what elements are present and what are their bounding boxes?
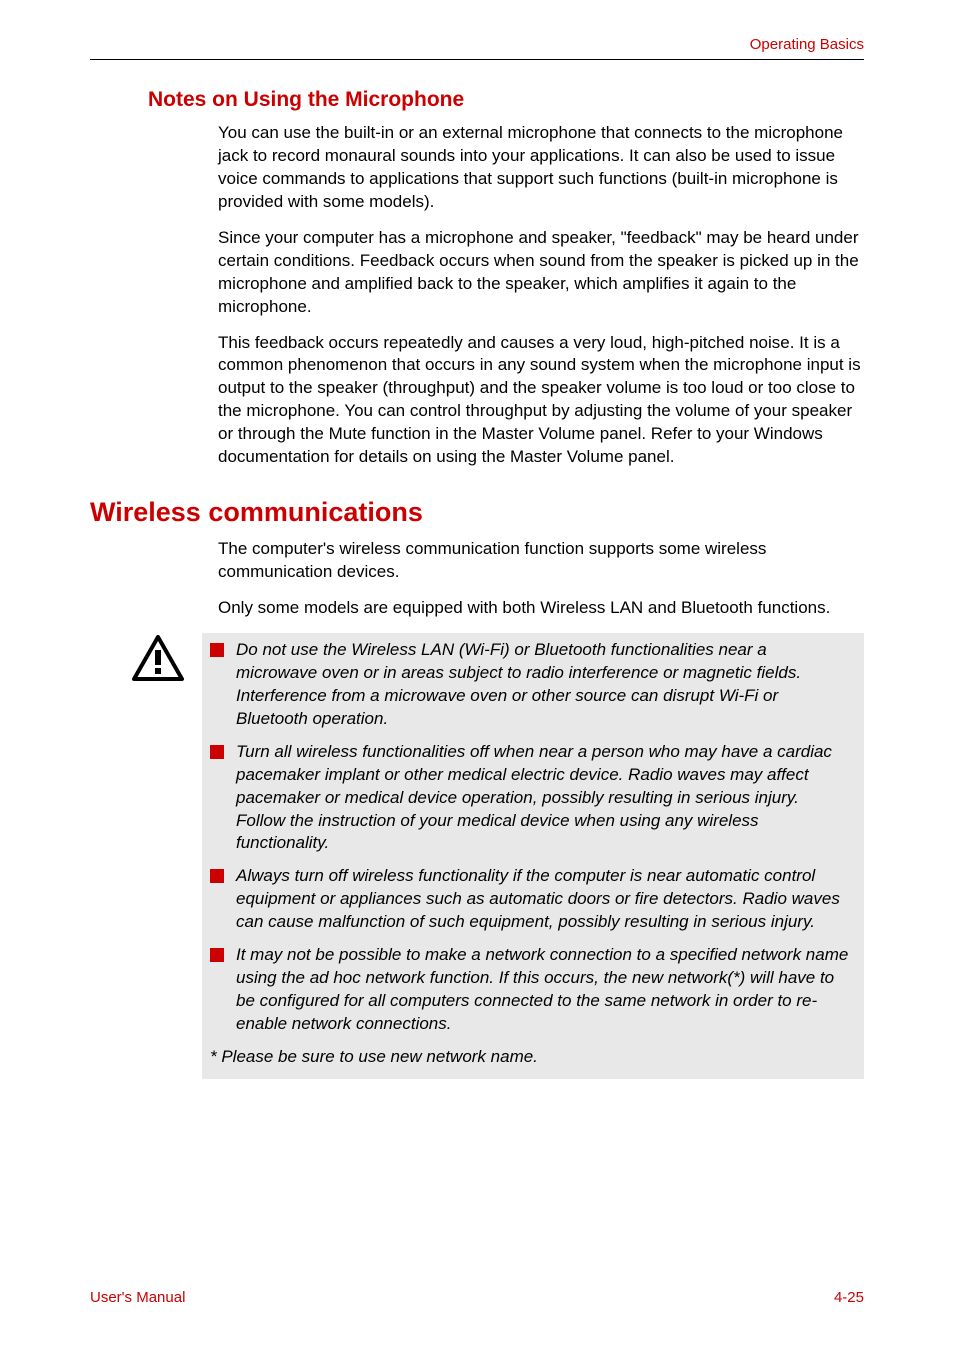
bullet-icon bbox=[210, 865, 228, 934]
warning-bullet: Turn all wireless functionalities off wh… bbox=[210, 741, 850, 856]
footer-right: 4-25 bbox=[834, 1289, 864, 1306]
bullet-icon bbox=[210, 944, 228, 1036]
bullet-icon bbox=[210, 741, 228, 856]
warning-body: Do not use the Wireless LAN (Wi-Fi) or B… bbox=[202, 633, 864, 1079]
warning-bullet: Always turn off wireless functionality i… bbox=[210, 865, 850, 934]
body-paragraph: Only some models are equipped with both … bbox=[218, 597, 864, 620]
bullet-text: Do not use the Wireless LAN (Wi-Fi) or B… bbox=[228, 639, 850, 731]
warning-footnote: * Please be sure to use new network name… bbox=[210, 1046, 850, 1069]
body-paragraph: You can use the built-in or an external … bbox=[218, 122, 864, 214]
bullet-text: Always turn off wireless functionality i… bbox=[228, 865, 850, 934]
section-title: Wireless communications bbox=[90, 497, 864, 528]
footer-left: User's Manual bbox=[90, 1289, 185, 1306]
page-footer: User's Manual 4-25 bbox=[90, 1289, 864, 1306]
header-divider bbox=[90, 59, 864, 60]
bullet-text: It may not be possible to make a network… bbox=[228, 944, 850, 1036]
bullet-icon bbox=[210, 639, 228, 731]
body-paragraph: The computer's wireless communication fu… bbox=[218, 538, 864, 584]
bullet-text: Turn all wireless functionalities off wh… bbox=[228, 741, 850, 856]
body-paragraph: This feedback occurs repeatedly and caus… bbox=[218, 332, 864, 470]
warning-bullet: Do not use the Wireless LAN (Wi-Fi) or B… bbox=[210, 639, 850, 731]
warning-triangle-icon bbox=[132, 633, 202, 1079]
body-paragraph: Since your computer has a microphone and… bbox=[218, 227, 864, 319]
warning-bullet: It may not be possible to make a network… bbox=[210, 944, 850, 1036]
warning-callout: Do not use the Wireless LAN (Wi-Fi) or B… bbox=[132, 633, 864, 1079]
subsection-title: Notes on Using the Microphone bbox=[148, 88, 864, 112]
chapter-header: Operating Basics bbox=[90, 36, 864, 53]
